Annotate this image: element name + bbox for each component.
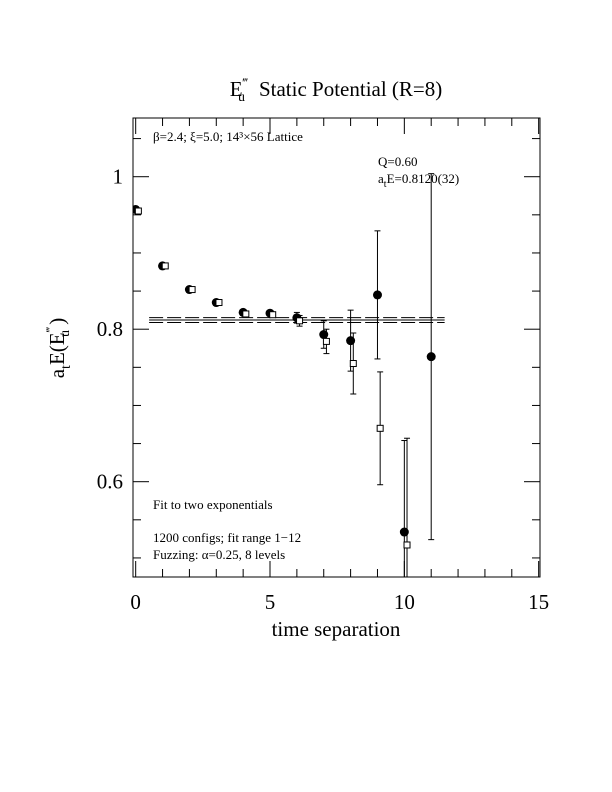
data-point: [188, 286, 196, 294]
y-tick-label: 1: [113, 165, 124, 189]
y-axis-label: atE(E‴u ): [43, 318, 74, 379]
annotation: β=2.4; ξ=5.0; 14³×56 Lattice: [153, 129, 303, 144]
data-point: [269, 311, 277, 319]
x-tick-label: 15: [528, 590, 549, 614]
x-axis-label: time separation: [272, 617, 401, 641]
title-symbol: E: [230, 77, 243, 101]
data-point: [242, 310, 250, 318]
y-label-part: a: [45, 368, 69, 378]
y-tick-label: 0.6: [97, 470, 123, 494]
data-point: [296, 317, 304, 325]
data-point: [134, 207, 142, 215]
data-point: [215, 299, 223, 307]
x-tick-label: 10: [394, 590, 415, 614]
data-point: [161, 262, 169, 270]
fit-label-sub: t: [384, 179, 387, 190]
annotation: Fit to two exponentials: [153, 497, 273, 512]
title-superscript: ‴: [243, 75, 249, 90]
plot-area: [133, 173, 445, 577]
title-text: Static Potential (R=8): [259, 77, 442, 101]
annotation: Fuzzing: α=0.25, 8 levels: [153, 547, 285, 562]
data-point: [376, 424, 384, 432]
annotation: 1200 configs; fit range 1−12: [153, 530, 301, 545]
data-point: [349, 360, 357, 368]
y-tick-label: 0.8: [97, 317, 123, 341]
data-point: [322, 337, 330, 345]
plot-frame: [132, 117, 541, 578]
y-label-sub: u: [58, 330, 73, 337]
fit-label: atE=0.8120(32): [378, 171, 459, 190]
title-subscript: u: [238, 90, 245, 105]
fit-label-part: a: [378, 171, 384, 186]
data-point: [372, 290, 382, 300]
y-label-part: ): [45, 318, 69, 330]
chart-title: E‴ u Static Potential (R=8): [230, 75, 443, 105]
x-tick-label: 5: [265, 590, 276, 614]
data-point: [403, 541, 411, 549]
y-label-sup: ‴: [43, 326, 58, 332]
x-tick-label: 0: [130, 590, 141, 614]
y-label-sub: t: [59, 365, 74, 369]
y-label-part: E(E: [45, 332, 69, 365]
fit-label-part: E=0.8120(32): [387, 171, 460, 186]
data-point: [426, 352, 436, 362]
annotation: Q=0.60: [378, 154, 417, 169]
